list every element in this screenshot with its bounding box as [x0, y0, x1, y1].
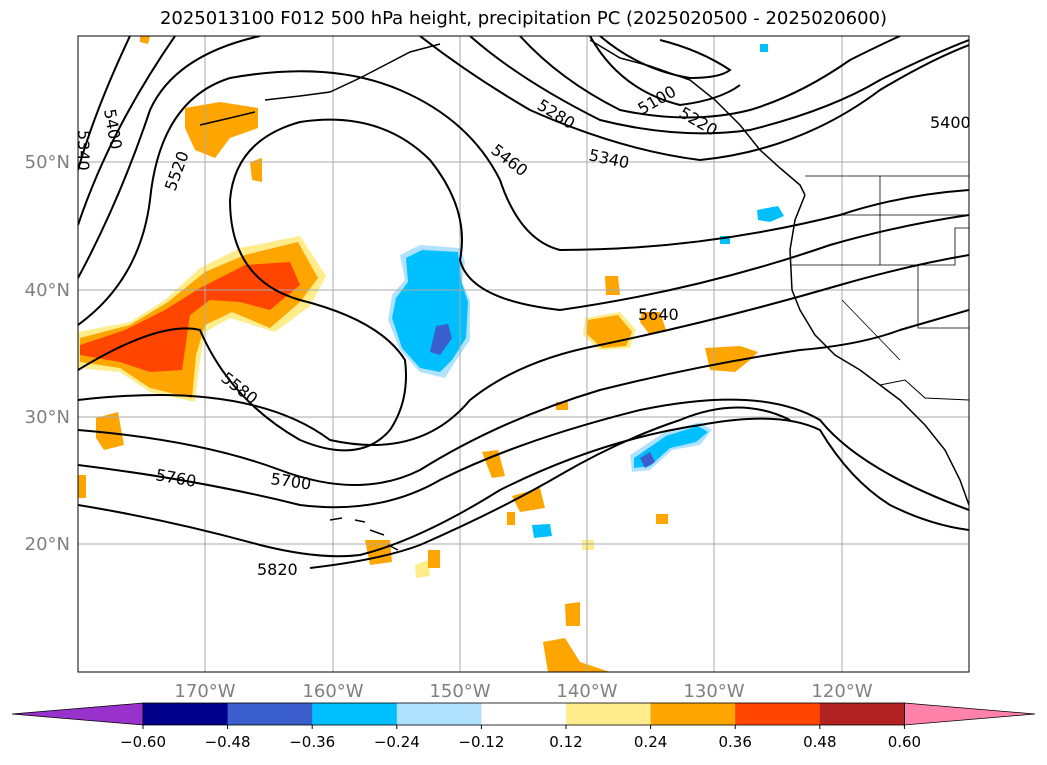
- colorbar-segment: [227, 703, 313, 725]
- lon-tick-label: 120°W: [811, 681, 872, 702]
- lon-axis: 170°W 160°W 150°W 140°W 130°W 120°W: [174, 681, 872, 702]
- colorbar-segment: [481, 703, 567, 725]
- contour-label: 5640: [638, 305, 679, 324]
- colorbar-tick-label: 0.12: [549, 733, 582, 751]
- colorbar: −0.60 −0.48 −0.36 −0.24 −0.12 0.12 0.24 0.36 0.4…: [11, 702, 1036, 751]
- lon-tick-label: 160°W: [302, 681, 363, 702]
- colorbar-segment: [312, 703, 398, 725]
- lon-tick-label: 140°W: [556, 681, 617, 702]
- lat-tick-label: 20°N: [25, 534, 70, 555]
- colorbar-segment: [143, 703, 229, 725]
- colorbar-tick-label: 0.36: [718, 733, 751, 751]
- map-frame: [77, 35, 970, 673]
- colorbar-tick-label: −0.36: [289, 733, 335, 751]
- colorbar-tick-label: −0.24: [374, 733, 420, 751]
- colorbar-extend-left: [11, 702, 144, 726]
- map-title: 2025013100 F012 500 hPa height, precipit…: [159, 8, 888, 29]
- colorbar-tick-label: −0.48: [205, 733, 251, 751]
- height-contours: [78, 36, 969, 569]
- lat-tick-label: 30°N: [25, 407, 70, 428]
- colorbar-segment: [650, 703, 736, 725]
- colorbar-tick-label: −0.60: [120, 733, 166, 751]
- precip-positive: [78, 36, 758, 672]
- colorbar-segment: [396, 703, 482, 725]
- colorbar-outline: [142, 702, 905, 726]
- contour-label: 5340: [74, 130, 93, 171]
- colorbar-tick-label: 0.60: [888, 733, 921, 751]
- lat-axis: 50°N 40°N 30°N 20°N: [25, 152, 70, 555]
- lat-tick-label: 50°N: [25, 152, 70, 173]
- colorbar-segment: [566, 703, 652, 725]
- lon-tick-label: 130°W: [683, 681, 744, 702]
- lon-tick-label: 170°W: [174, 681, 235, 702]
- colorbar-tick-label: 0.48: [803, 733, 836, 751]
- contour-label: 5400: [930, 113, 971, 132]
- precip-negative: [388, 44, 784, 538]
- colorbar-segment: [819, 703, 905, 725]
- lat-tick-label: 40°N: [25, 280, 70, 301]
- colorbar-extend-right: [904, 702, 1036, 726]
- lon-tick-label: 150°W: [429, 681, 490, 702]
- map-area: [78, 36, 969, 672]
- contour-label: 5820: [257, 560, 298, 579]
- colorbar-tick-label: 0.24: [634, 733, 667, 751]
- political-borders: [790, 175, 969, 361]
- colorbar-tick-label: −0.12: [458, 733, 504, 751]
- colorbar-segment: [735, 703, 821, 725]
